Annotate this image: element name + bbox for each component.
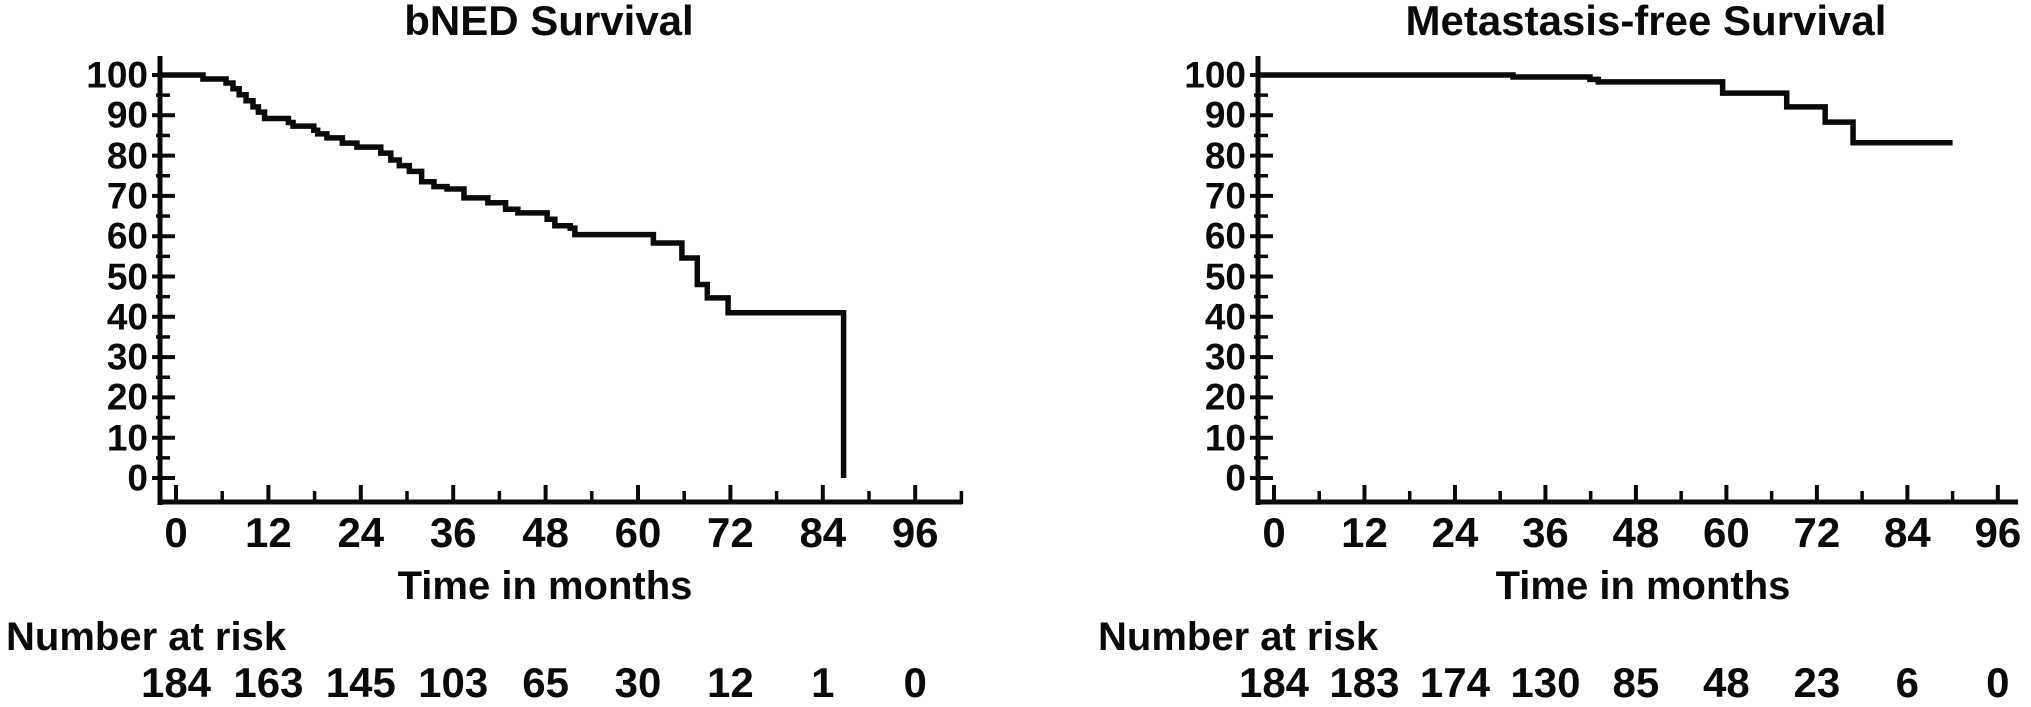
x-tick-label: 84 — [1884, 509, 1931, 556]
y-tick-label: 30 — [106, 336, 148, 378]
number-at-risk-value: 130 — [1510, 659, 1581, 706]
x-tick-label: 72 — [707, 509, 754, 556]
x-tick-label: 96 — [891, 509, 939, 556]
km-curve-bned — [162, 72, 847, 478]
number-at-risk-value: 184 — [1238, 659, 1310, 706]
y-tick-label: 0 — [127, 457, 148, 499]
y-tick-label: 30 — [1204, 336, 1246, 378]
y-tick-label: 10 — [106, 417, 148, 459]
number-at-risk-value: 163 — [233, 659, 304, 706]
x-tick-label: 72 — [1793, 509, 1841, 556]
y-tick-label: 20 — [106, 376, 148, 418]
y-tick-label: 100 — [1184, 54, 1246, 96]
x-tick-label: 12 — [245, 509, 292, 556]
x-tick-label: 0 — [1262, 509, 1286, 556]
x-tick-label: 24 — [337, 509, 385, 556]
y-tick-label: 0 — [1225, 457, 1246, 499]
number-at-risk-value: 0 — [1986, 659, 2010, 706]
x-tick-label: 60 — [1703, 509, 1750, 556]
y-tick-label: 100 — [86, 54, 148, 96]
x-tick-label: 48 — [1612, 509, 1660, 556]
y-tick-label: 50 — [1204, 256, 1246, 297]
x-axis-label-bned: Time in months — [397, 564, 693, 608]
number-at-risk-value: 145 — [325, 659, 396, 706]
x-tick-label: 84 — [799, 509, 847, 556]
number-at-risk-value: 174 — [1419, 659, 1490, 706]
y-tick-label: 40 — [106, 296, 148, 338]
y-tick-label: 90 — [106, 94, 148, 136]
x-tick-label: 24 — [1431, 509, 1479, 556]
y-tick-label: 60 — [106, 215, 148, 257]
number-at-risk-value: 12 — [707, 659, 754, 706]
number-at-risk-value: 30 — [614, 659, 662, 706]
x-axis-label-mfs: Time in months — [1495, 564, 1791, 608]
y-tick-label: 10 — [1204, 417, 1246, 459]
number-at-risk-value: 23 — [1793, 659, 1841, 706]
x-tick-label: 36 — [1522, 509, 1569, 556]
y-tick-label: 90 — [1204, 94, 1246, 136]
x-tick-label: 36 — [429, 509, 477, 556]
x-tick-label: 12 — [1341, 509, 1388, 556]
x-tick-label: 48 — [522, 509, 569, 556]
km-curve-mfs — [1260, 72, 1953, 146]
y-tick-label: 70 — [106, 175, 148, 217]
number-at-risk-value: 1 — [811, 659, 835, 706]
number-at-risk-value: 0 — [903, 659, 927, 706]
y-tick-label: 40 — [1204, 296, 1246, 338]
number-at-risk-value: 183 — [1329, 659, 1400, 706]
x-tick-label: 0 — [164, 509, 188, 556]
chart-title-bned: bNED Survival — [404, 0, 694, 44]
number-at-risk-value: 48 — [1703, 659, 1750, 706]
number-at-risk-value: 65 — [522, 659, 569, 706]
number-at-risk-value: 184 — [140, 659, 212, 706]
number-at-risk-value: 85 — [1612, 659, 1660, 706]
y-tick-label: 20 — [1204, 376, 1246, 418]
number-at-risk-value: 103 — [418, 659, 489, 706]
number-at-risk-label-mfs: Number at risk — [1098, 615, 1379, 659]
x-tick-label: 60 — [614, 509, 662, 556]
chart-title-mfs: Metastasis-free Survival — [1405, 0, 1887, 44]
y-tick-label: 60 — [1204, 215, 1246, 257]
y-tick-label: 50 — [106, 256, 148, 297]
number-at-risk-value: 6 — [1895, 659, 1920, 706]
y-tick-label: 80 — [1204, 135, 1246, 177]
x-tick-label: 96 — [1974, 509, 2022, 556]
y-tick-label: 70 — [1204, 175, 1246, 217]
number-at-risk-label-bned: Number at risk — [6, 615, 287, 659]
y-tick-label: 80 — [106, 135, 148, 177]
